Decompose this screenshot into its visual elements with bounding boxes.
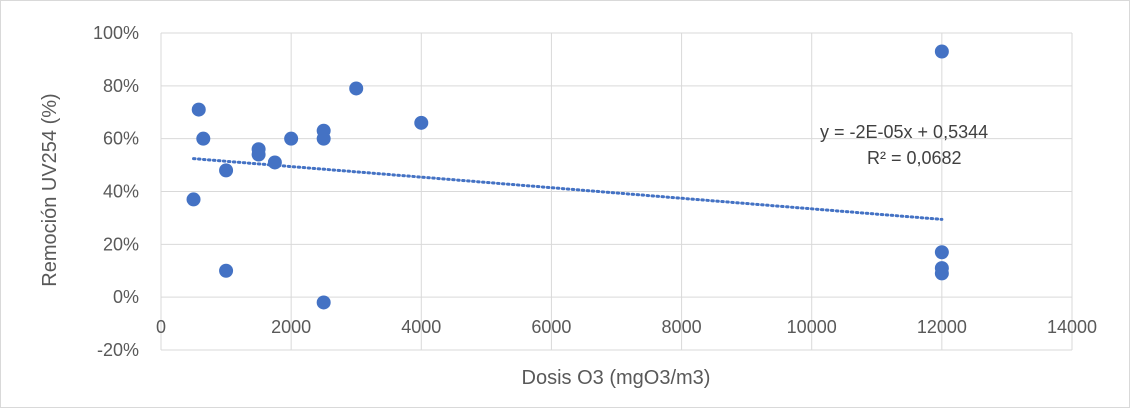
trendline-r-squared: R² = 0,0682 xyxy=(867,148,962,168)
data-points xyxy=(186,44,949,310)
y-tick-label: 20% xyxy=(103,234,139,254)
y-tick-label: 80% xyxy=(103,76,139,96)
y-tick-label: 100% xyxy=(93,23,139,43)
data-point xyxy=(316,131,331,146)
data-point xyxy=(251,147,266,162)
trendline-equation: y = -2E-05x + 0,5344 xyxy=(820,122,988,142)
x-tick-label: 10000 xyxy=(787,317,837,337)
x-tick-labels: 0 2000 4000 6000 8000 10000 12000 14000 xyxy=(156,317,1097,337)
x-axis-title: Dosis O3 (mgO3/m3) xyxy=(522,367,711,389)
data-point xyxy=(219,163,234,178)
data-point xyxy=(316,295,331,310)
y-tick-label: 0% xyxy=(113,287,139,307)
data-point xyxy=(196,131,211,146)
data-point xyxy=(414,115,429,130)
data-point xyxy=(191,102,206,117)
x-tick-label: 14000 xyxy=(1047,317,1097,337)
data-point xyxy=(934,245,949,260)
x-tick-label: 8000 xyxy=(662,317,702,337)
trendline xyxy=(192,157,944,221)
data-point xyxy=(284,131,299,146)
x-tick-label: 12000 xyxy=(917,317,967,337)
data-point xyxy=(219,263,234,278)
horizontal-gridlines xyxy=(161,32,1072,351)
data-point xyxy=(267,155,282,170)
y-tick-labels: -20% 0% 20% 40% 60% 80% 100% xyxy=(93,23,139,360)
y-tick-label: 60% xyxy=(103,129,139,149)
data-point xyxy=(934,266,949,281)
x-tick-label: 2000 xyxy=(271,317,311,337)
y-axis-title: Remoción UV254 (%) xyxy=(39,93,61,286)
x-tick-label: 6000 xyxy=(531,317,571,337)
y-tick-label: -20% xyxy=(97,340,139,360)
x-tick-label: 0 xyxy=(156,317,166,337)
data-point xyxy=(186,192,201,207)
data-point xyxy=(934,44,949,59)
x-tick-label: 4000 xyxy=(401,317,441,337)
data-point xyxy=(349,81,364,96)
y-tick-label: 40% xyxy=(103,182,139,202)
